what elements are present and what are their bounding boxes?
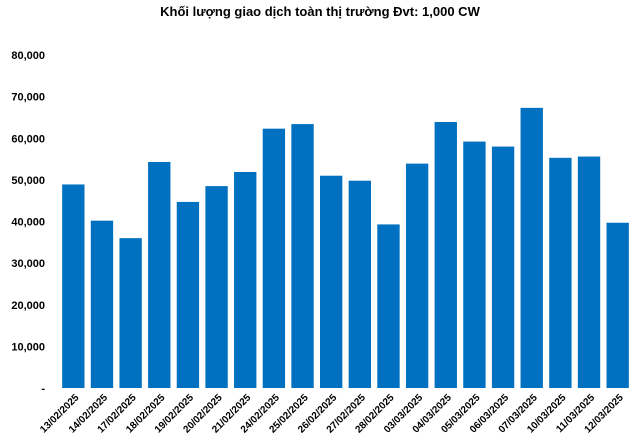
y-axis: - 10,000 20,000 30,000 40,000 50,000 60,000 70,…: [11, 50, 45, 395]
bar: [320, 175, 343, 388]
bar: [119, 238, 142, 388]
bar: [234, 171, 257, 388]
y-tick-label: 80,000: [11, 50, 45, 62]
y-tick-label: -: [41, 383, 45, 395]
y-tick-label: 60,000: [11, 133, 45, 145]
y-tick-label: 70,000: [11, 92, 45, 104]
bar: [262, 128, 286, 388]
y-tick-label: 10,000: [11, 341, 45, 353]
bar: [62, 184, 85, 388]
y-tick-label: 20,000: [11, 300, 45, 312]
bar: [90, 220, 114, 388]
bar: [434, 122, 457, 389]
bar: [176, 201, 200, 388]
bar: [606, 222, 629, 388]
x-axis: 13/02/202514/02/202517/02/202518/02/2025…: [38, 392, 626, 435]
y-tick-label: 30,000: [11, 258, 45, 270]
chart-title: Khối lượng giao dịch toàn thị trường Đvt…: [160, 4, 480, 19]
bar: [291, 124, 314, 388]
bar: [577, 156, 601, 388]
bar: [491, 146, 515, 388]
bar: [463, 141, 486, 388]
bars: [62, 107, 629, 389]
bar: [148, 161, 171, 388]
y-tick-label: 40,000: [11, 217, 45, 229]
bar: [377, 224, 400, 388]
bar: [405, 163, 429, 388]
bar: [520, 107, 543, 389]
y-tick-label: 50,000: [11, 175, 45, 187]
bar: [549, 157, 572, 388]
bar: [348, 180, 371, 388]
bar: [205, 186, 228, 388]
